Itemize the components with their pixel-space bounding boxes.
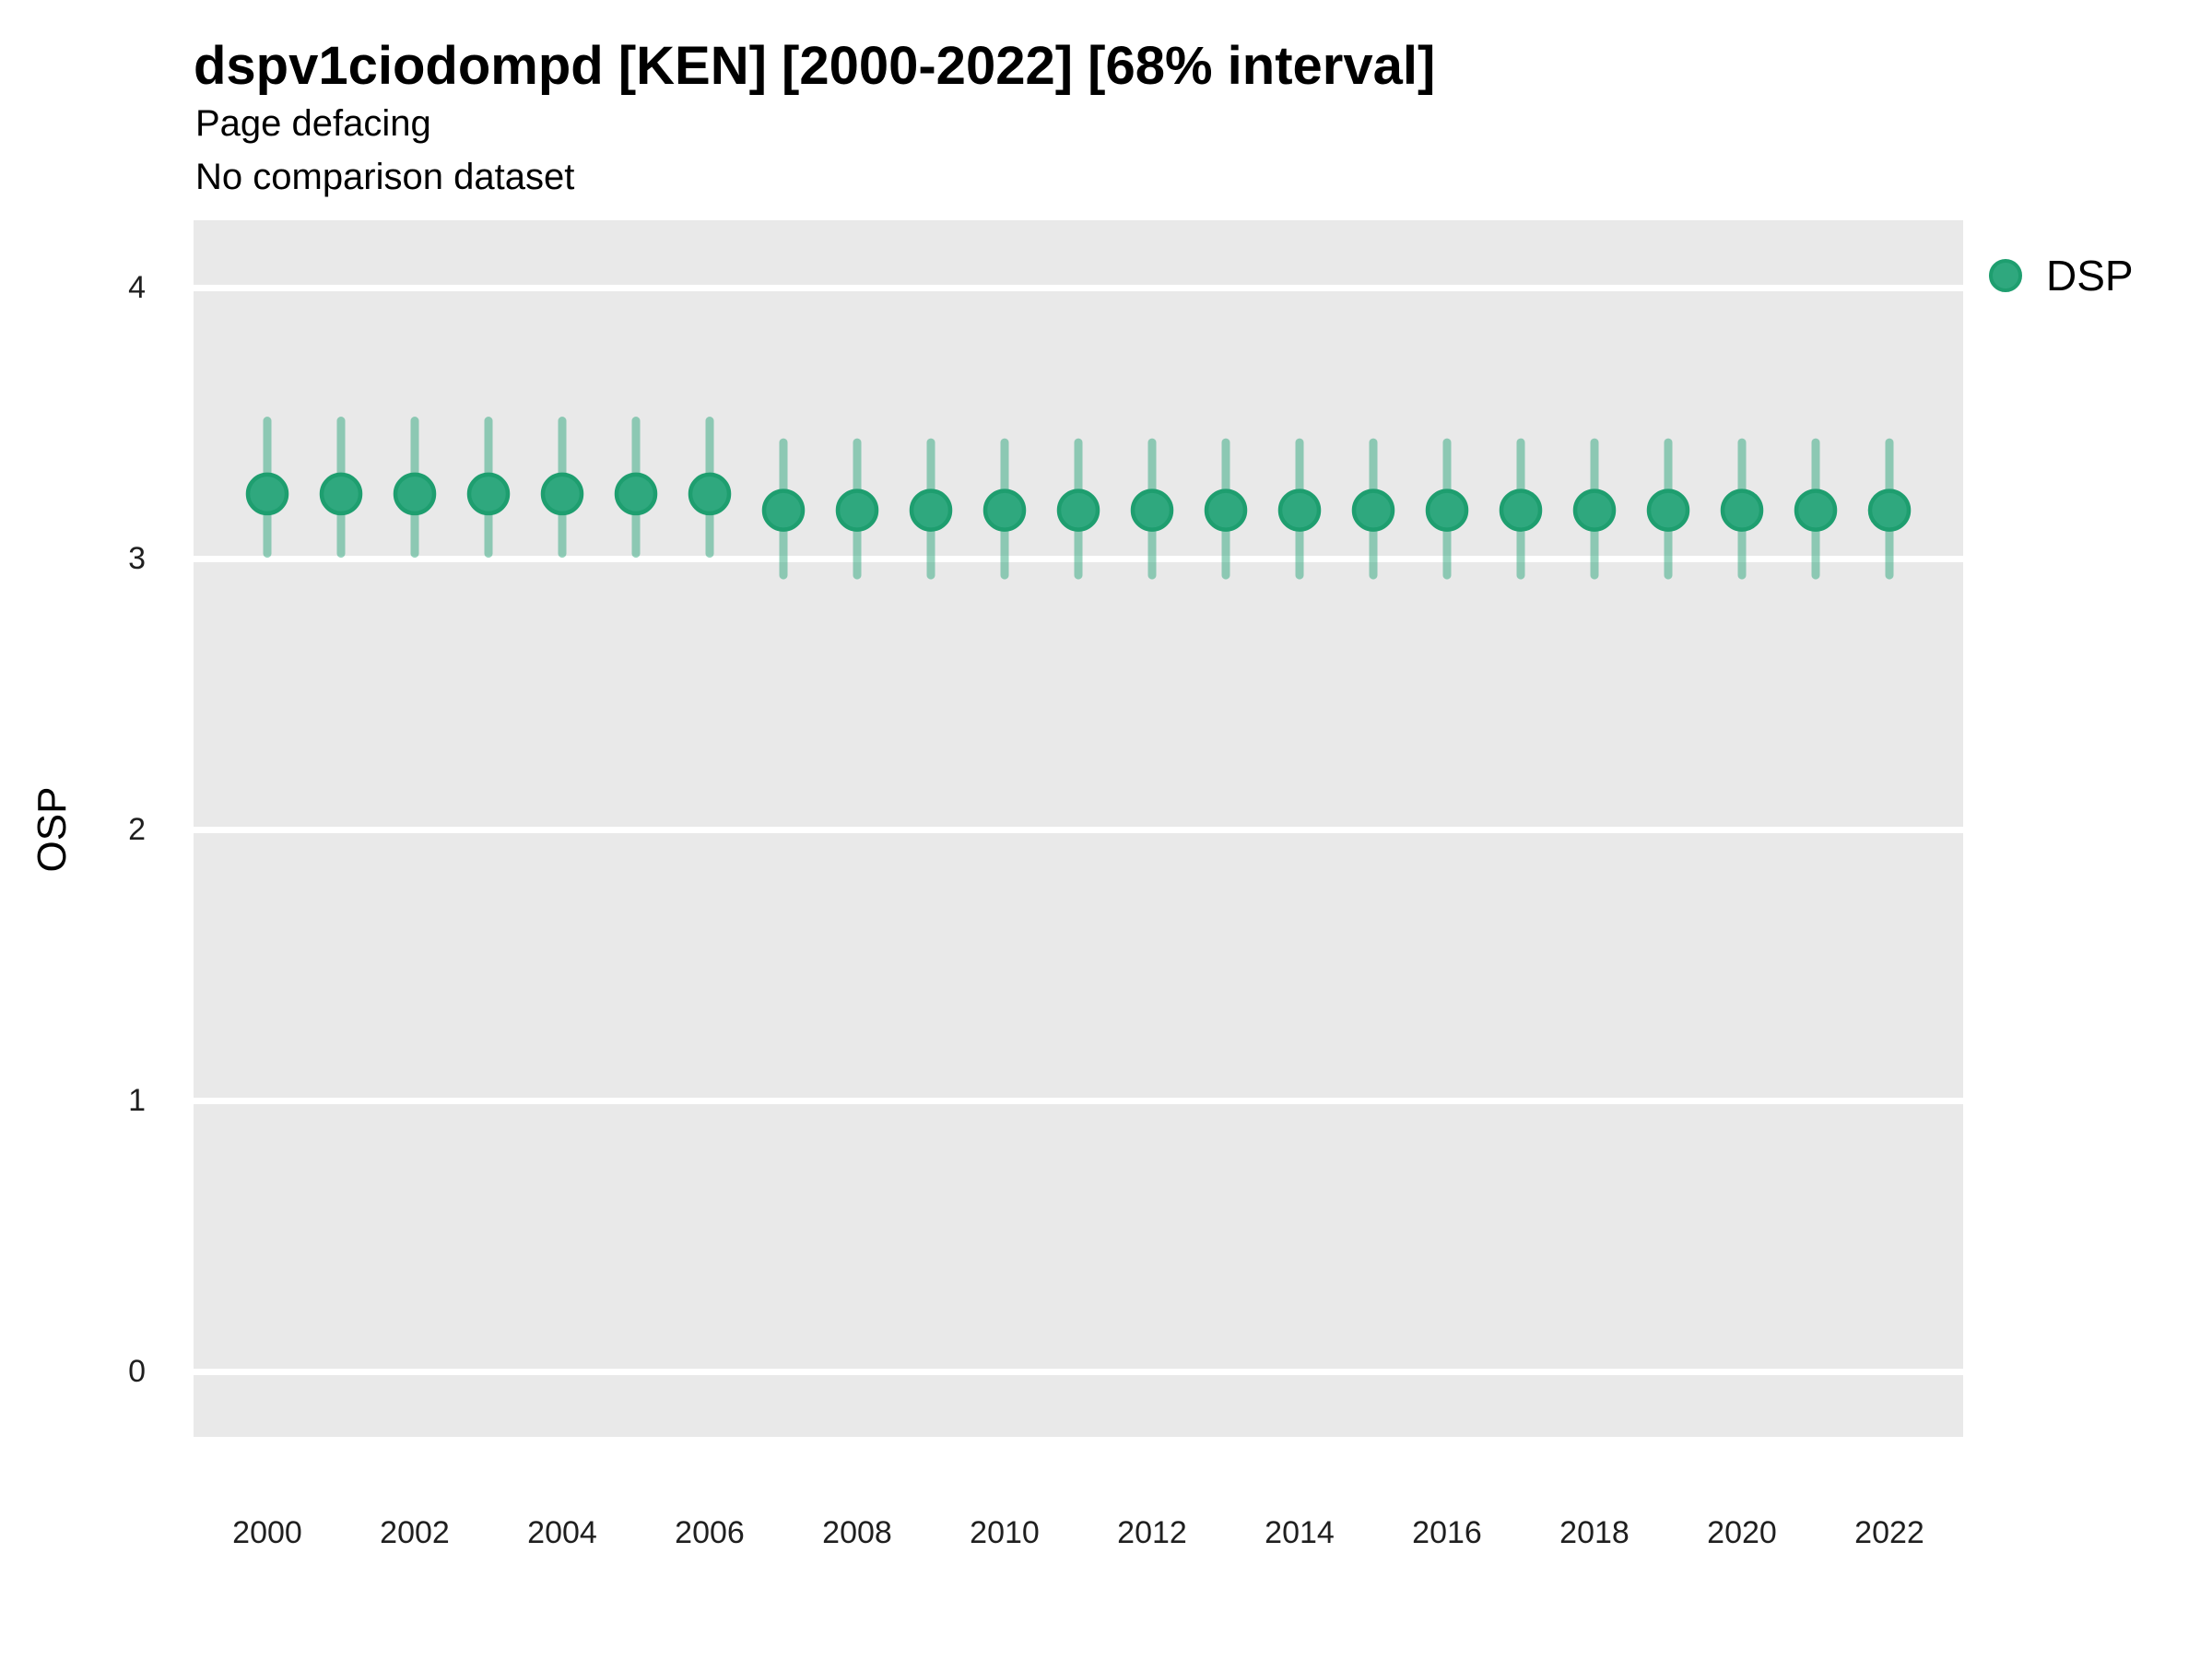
y-tick-label-1: 1 xyxy=(128,1083,146,1119)
data-point-2007 xyxy=(761,488,806,532)
x-tick-label-2002: 2002 xyxy=(380,1515,450,1550)
plot-panel xyxy=(194,220,1963,1437)
chart-subtitle: Page defacing xyxy=(195,103,431,144)
y-tick-label-0: 0 xyxy=(128,1354,146,1390)
data-point-2018 xyxy=(1572,488,1617,532)
data-point-2003 xyxy=(466,472,511,516)
data-point-2011 xyxy=(1056,488,1100,532)
x-tick-label-2008: 2008 xyxy=(822,1515,892,1550)
data-point-2016 xyxy=(1425,488,1469,532)
x-tick-label-2014: 2014 xyxy=(1265,1515,1335,1550)
data-point-2022 xyxy=(1867,488,1912,532)
data-point-2015 xyxy=(1351,488,1395,532)
data-point-2002 xyxy=(393,472,437,516)
data-point-2020 xyxy=(1720,488,1764,532)
x-tick-label-2018: 2018 xyxy=(1559,1515,1630,1550)
legend-label-dsp: DSP xyxy=(2046,252,2134,300)
y-tick-label-2: 2 xyxy=(128,812,146,848)
data-point-2008 xyxy=(835,488,879,532)
x-tick-label-2006: 2006 xyxy=(675,1515,745,1550)
chart-title: dspv1ciodompd [KEN] [2000-2022] [68% int… xyxy=(194,36,1436,96)
data-point-2001 xyxy=(319,472,363,516)
data-point-2000 xyxy=(245,472,289,516)
data-point-2010 xyxy=(982,488,1027,532)
data-point-2014 xyxy=(1277,488,1322,532)
data-point-2019 xyxy=(1646,488,1690,532)
x-tick-label-2020: 2020 xyxy=(1707,1515,1777,1550)
y-tick-label-4: 4 xyxy=(128,270,146,306)
legend-dsp-circle-icon xyxy=(1989,259,2022,292)
data-point-2009 xyxy=(909,488,953,532)
y-tick-label-3: 3 xyxy=(128,541,146,577)
pointrange-plot xyxy=(194,220,1963,1437)
x-tick-label-2022: 2022 xyxy=(1854,1515,1924,1550)
legend: DSP xyxy=(1989,251,2134,300)
chart-comparison-note: No comparison dataset xyxy=(195,157,575,197)
x-tick-label-2004: 2004 xyxy=(527,1515,597,1550)
x-tick-label-2000: 2000 xyxy=(232,1515,302,1550)
data-point-2005 xyxy=(614,472,658,516)
x-tick-label-2010: 2010 xyxy=(970,1515,1040,1550)
data-point-2013 xyxy=(1204,488,1248,532)
data-point-2006 xyxy=(688,472,732,516)
x-tick-label-2012: 2012 xyxy=(1117,1515,1187,1550)
x-tick-label-2016: 2016 xyxy=(1412,1515,1482,1550)
data-point-2017 xyxy=(1499,488,1543,532)
data-point-2021 xyxy=(1794,488,1838,532)
data-point-2012 xyxy=(1130,488,1174,532)
data-point-2004 xyxy=(540,472,584,516)
